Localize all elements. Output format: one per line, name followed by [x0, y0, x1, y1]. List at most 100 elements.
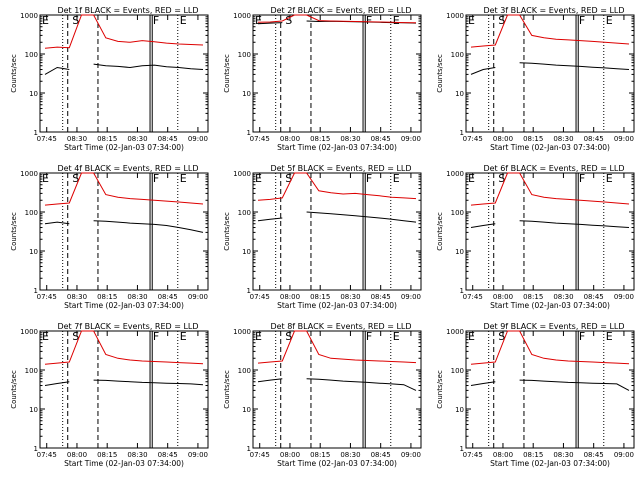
x-tick-label: 07:45: [37, 293, 57, 301]
y-tick-label: 100: [451, 51, 464, 59]
x-tick-label: 08:45: [158, 451, 178, 459]
plot-frame: [252, 14, 422, 133]
x-tick-label: 08:45: [584, 135, 604, 143]
y-tick-label: 1000: [233, 328, 251, 336]
marker-letter: S: [72, 172, 79, 185]
y-tick-label: 10: [242, 90, 251, 98]
x-axis-label: Start Time (02-Jan-03 07:34:00): [277, 301, 397, 310]
x-tick-label: 08:30: [340, 293, 360, 301]
y-axis-label: Counts/sec: [223, 54, 231, 93]
marker-letter: E: [255, 330, 262, 343]
x-tick-label: 08:30: [127, 293, 147, 301]
plot-frame: [465, 330, 635, 449]
y-tick-label: 10: [29, 90, 38, 98]
x-tick-label: 09:00: [401, 293, 421, 301]
marker-letter: F: [153, 172, 159, 185]
marker-letter: E: [393, 14, 400, 27]
x-tick-label: 09:00: [401, 451, 421, 459]
y-tick-label: 1: [247, 129, 251, 137]
x-tick-label: 07:45: [250, 135, 270, 143]
x-tick-label: 08:00: [280, 135, 300, 143]
y-tick-label: 1000: [446, 328, 464, 336]
x-tick-label: 08:15: [523, 135, 543, 143]
y-tick-label: 10: [29, 406, 38, 414]
panel-8: Det 8f BLACK = Events, RED = LLD 1 10 100 10…: [223, 322, 422, 468]
y-tick-label: 1: [34, 287, 38, 295]
panel-title: Det 2f BLACK = Events, RED = LLD: [270, 6, 411, 15]
x-tick-label: 08:45: [371, 451, 391, 459]
y-tick-label: 10: [29, 248, 38, 256]
y-axis-label: Counts/sec: [223, 212, 231, 251]
x-tick-label: 08:30: [553, 451, 573, 459]
x-tick-label: 07:45: [37, 135, 57, 143]
marker-letter: F: [579, 14, 585, 27]
panel-4: Det 4f BLACK = Events, RED = LLD 1 10 100 10…: [10, 164, 209, 310]
events-series-line: [470, 62, 630, 75]
plot-frame: [252, 330, 422, 449]
y-tick-label: 1: [460, 287, 464, 295]
x-tick-label: 09:00: [614, 293, 634, 301]
marker-letter: E: [42, 14, 49, 27]
x-tick-label: 08:30: [127, 135, 147, 143]
y-axis-label: Counts/sec: [10, 212, 18, 251]
lld-series-line: [470, 172, 630, 206]
plot-frame: [465, 172, 635, 291]
x-tick-label: 07:45: [463, 451, 483, 459]
x-tick-label: 08:45: [584, 293, 604, 301]
marker-letter: S: [285, 172, 292, 185]
y-tick-label: 100: [238, 51, 251, 59]
x-tick-label: 08:15: [523, 451, 543, 459]
x-tick-label: 08:15: [97, 293, 117, 301]
y-tick-label: 1000: [20, 170, 38, 178]
x-tick-label: 09:00: [188, 293, 208, 301]
marker-letter: F: [579, 172, 585, 185]
x-tick-label: 07:45: [463, 135, 483, 143]
marker-letter: E: [468, 330, 475, 343]
panel-7: Det 7f BLACK = Events, RED = LLD 1 10 100 10…: [10, 322, 209, 468]
y-axis-label: Counts/sec: [436, 370, 444, 409]
marker-letter: E: [468, 172, 475, 185]
y-tick-label: 1: [34, 445, 38, 453]
y-tick-label: 10: [455, 90, 464, 98]
marker-letter: F: [153, 330, 159, 343]
plot-frame: [39, 172, 209, 291]
x-tick-label: 08:30: [127, 451, 147, 459]
y-tick-label: 1000: [233, 170, 251, 178]
panel-title: Det 6f BLACK = Events, RED = LLD: [483, 164, 624, 173]
y-axis-label: Counts/sec: [436, 54, 444, 93]
panel-2: Det 2f BLACK = Events, RED = LLD 1 10 100 10…: [223, 6, 422, 152]
marker-letter: S: [498, 172, 505, 185]
x-tick-label: 08:45: [584, 451, 604, 459]
panel-3: Det 3f BLACK = Events, RED = LLD 1 10 100 10…: [436, 6, 635, 152]
x-tick-label: 09:00: [614, 451, 634, 459]
x-tick-label: 08:45: [158, 135, 178, 143]
marker-letter: F: [366, 172, 372, 185]
x-axis-label: Start Time (02-Jan-03 07:34:00): [64, 143, 184, 152]
x-tick-label: 08:15: [97, 135, 117, 143]
x-tick-label: 08:30: [340, 451, 360, 459]
events-series-line: [470, 220, 630, 228]
x-tick-label: 08:30: [67, 293, 87, 301]
marker-letter: S: [498, 14, 505, 27]
marker-letter: F: [366, 330, 372, 343]
events-series-line: [470, 379, 630, 391]
x-tick-label: 08:00: [67, 451, 87, 459]
y-axis-label: Counts/sec: [223, 370, 231, 409]
x-tick-label: 08:15: [310, 293, 330, 301]
panel-title: Det 3f BLACK = Events, RED = LLD: [483, 6, 624, 15]
marker-letter: E: [393, 330, 400, 343]
x-tick-label: 09:00: [188, 451, 208, 459]
marker-letter: E: [468, 14, 475, 27]
x-axis-label: Start Time (02-Jan-03 07:34:00): [490, 459, 610, 468]
x-tick-label: 08:30: [553, 135, 573, 143]
x-axis-label: Start Time (02-Jan-03 07:34:00): [277, 143, 397, 152]
x-tick-label: 08:45: [158, 293, 178, 301]
panel-title: Det 7f BLACK = Events, RED = LLD: [57, 322, 198, 331]
x-tick-label: 08:00: [280, 293, 300, 301]
x-axis-label: Start Time (02-Jan-03 07:34:00): [64, 301, 184, 310]
y-tick-label: 1: [460, 129, 464, 137]
x-tick-label: 08:15: [310, 135, 330, 143]
panel-9: Det 9f BLACK = Events, RED = LLD 1 10 100 10…: [436, 322, 635, 468]
events-series-line: [44, 379, 204, 386]
